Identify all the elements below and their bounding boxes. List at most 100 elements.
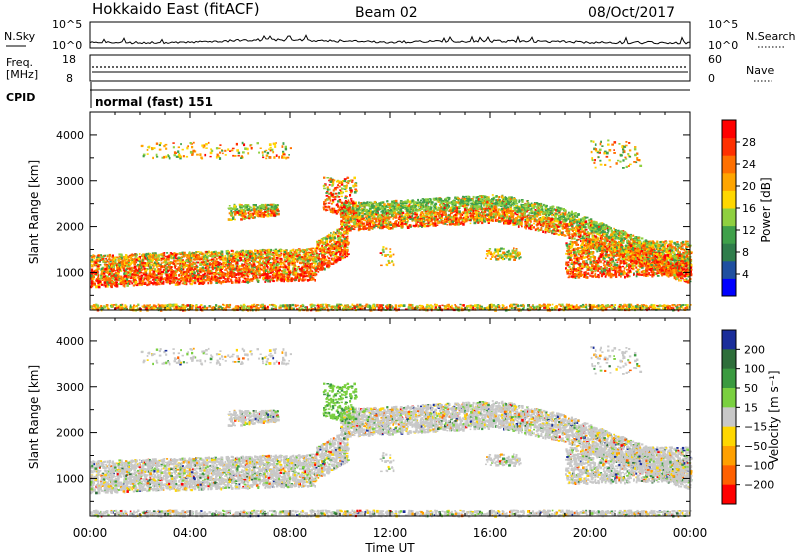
power-echo-point [182, 254, 185, 258]
power-echo-point [148, 280, 152, 283]
power-echo-point [230, 270, 233, 273]
power-echo-point [166, 277, 169, 280]
power-echo-point [597, 223, 600, 226]
power-echo-point [273, 255, 276, 258]
power-echo-point [282, 272, 285, 274]
power-echo-point [282, 278, 286, 281]
power-echo-point [125, 273, 128, 276]
power-echo-point [298, 277, 300, 279]
power-echo-point [225, 267, 228, 271]
power-echo-point [265, 269, 268, 272]
power-echo-point [138, 260, 141, 262]
power-echo-point [208, 273, 211, 275]
power-echo-point [113, 264, 115, 268]
power-echo-point [286, 262, 289, 264]
power-echo-point [150, 258, 152, 261]
power-echo-point [427, 206, 431, 209]
power-echo-point [516, 222, 519, 225]
power-echo-point [199, 263, 202, 266]
power-echo-point [147, 264, 150, 267]
power-echo-point [265, 275, 269, 279]
power-echo-point [114, 256, 117, 259]
power-echo-point [154, 261, 157, 264]
power-echo-point [120, 269, 123, 272]
power-echo-point [157, 276, 160, 280]
power-echo-point [151, 258, 154, 262]
power-echo-point [328, 248, 331, 252]
power-echo-point [315, 247, 319, 250]
power-echo-point [117, 283, 120, 285]
power-echo-point [216, 261, 219, 263]
power-echo-point [255, 211, 259, 213]
power-echo-point [337, 235, 340, 238]
power-echo-point [133, 269, 137, 273]
power-echo-point [131, 282, 134, 285]
power-echo-point [420, 208, 423, 210]
power-echo-point [449, 217, 452, 220]
power-echo-point [342, 242, 345, 245]
power-echo-point [470, 212, 473, 214]
power-echo-point [224, 255, 227, 258]
power-echo-point [127, 275, 130, 279]
power-echo-point [274, 260, 278, 263]
power-echo-point [242, 259, 245, 262]
power-echo-point [202, 259, 205, 261]
power-echo-point [337, 235, 340, 237]
power-echo-point [220, 252, 222, 255]
power-echo-point [221, 266, 224, 269]
power-echo-point [256, 214, 259, 217]
power-echo-point [266, 212, 269, 215]
power-echo-point [235, 280, 238, 284]
power-echo-point [240, 273, 243, 275]
power-echo-point [184, 255, 186, 258]
power-echo-point [213, 261, 216, 264]
power-echo-point [245, 208, 248, 212]
power-echo-point [289, 252, 291, 254]
power-echo-point [146, 253, 150, 255]
power-echo-point [109, 261, 112, 263]
power-echo-point [275, 276, 279, 279]
power-echo-point [262, 211, 265, 214]
power-echo-point [158, 270, 161, 273]
power-echo-point [254, 211, 257, 215]
power-echo-point [306, 265, 309, 267]
power-echo-point [232, 217, 235, 220]
power-echo-point [152, 254, 155, 258]
power-echo-point [259, 214, 261, 217]
power-echo-point [273, 274, 275, 277]
power-echo-point [190, 278, 193, 281]
power-echo-point [199, 282, 202, 285]
power-echo-point [97, 281, 100, 285]
power-echo-point [113, 273, 115, 276]
power-echo-point [113, 281, 116, 284]
power-echo-point [157, 275, 160, 278]
power-echo-point [227, 267, 229, 269]
power-echo-point [463, 201, 466, 204]
power-echo-point [230, 212, 234, 215]
power-echo-point [94, 261, 98, 264]
power-echo-point [143, 278, 146, 281]
power-echo-point [294, 272, 297, 275]
power-echo-point [165, 275, 168, 278]
power-echo-point [100, 283, 103, 286]
power-echo-point [179, 258, 181, 261]
power-echo-point [126, 266, 129, 269]
power-echo-point [341, 240, 344, 243]
power-echo-point [111, 274, 114, 277]
power-echo-point [253, 254, 256, 258]
power-echo-point [150, 263, 153, 266]
power-echo-point [250, 213, 252, 217]
power-echo-point [318, 262, 321, 265]
power-echo-point [146, 256, 150, 259]
power-echo-point [286, 275, 290, 277]
power-echo-point [283, 253, 286, 256]
power-echo-point [131, 259, 134, 262]
power-echo-point [160, 262, 163, 264]
power-echo-point [181, 271, 184, 275]
power-echo-point [302, 275, 305, 278]
power-echo-point [231, 253, 234, 255]
power-echo-point [244, 259, 247, 263]
power-echo-point [133, 265, 137, 269]
power-echo-point [263, 207, 266, 210]
power-echo-point [230, 262, 232, 265]
